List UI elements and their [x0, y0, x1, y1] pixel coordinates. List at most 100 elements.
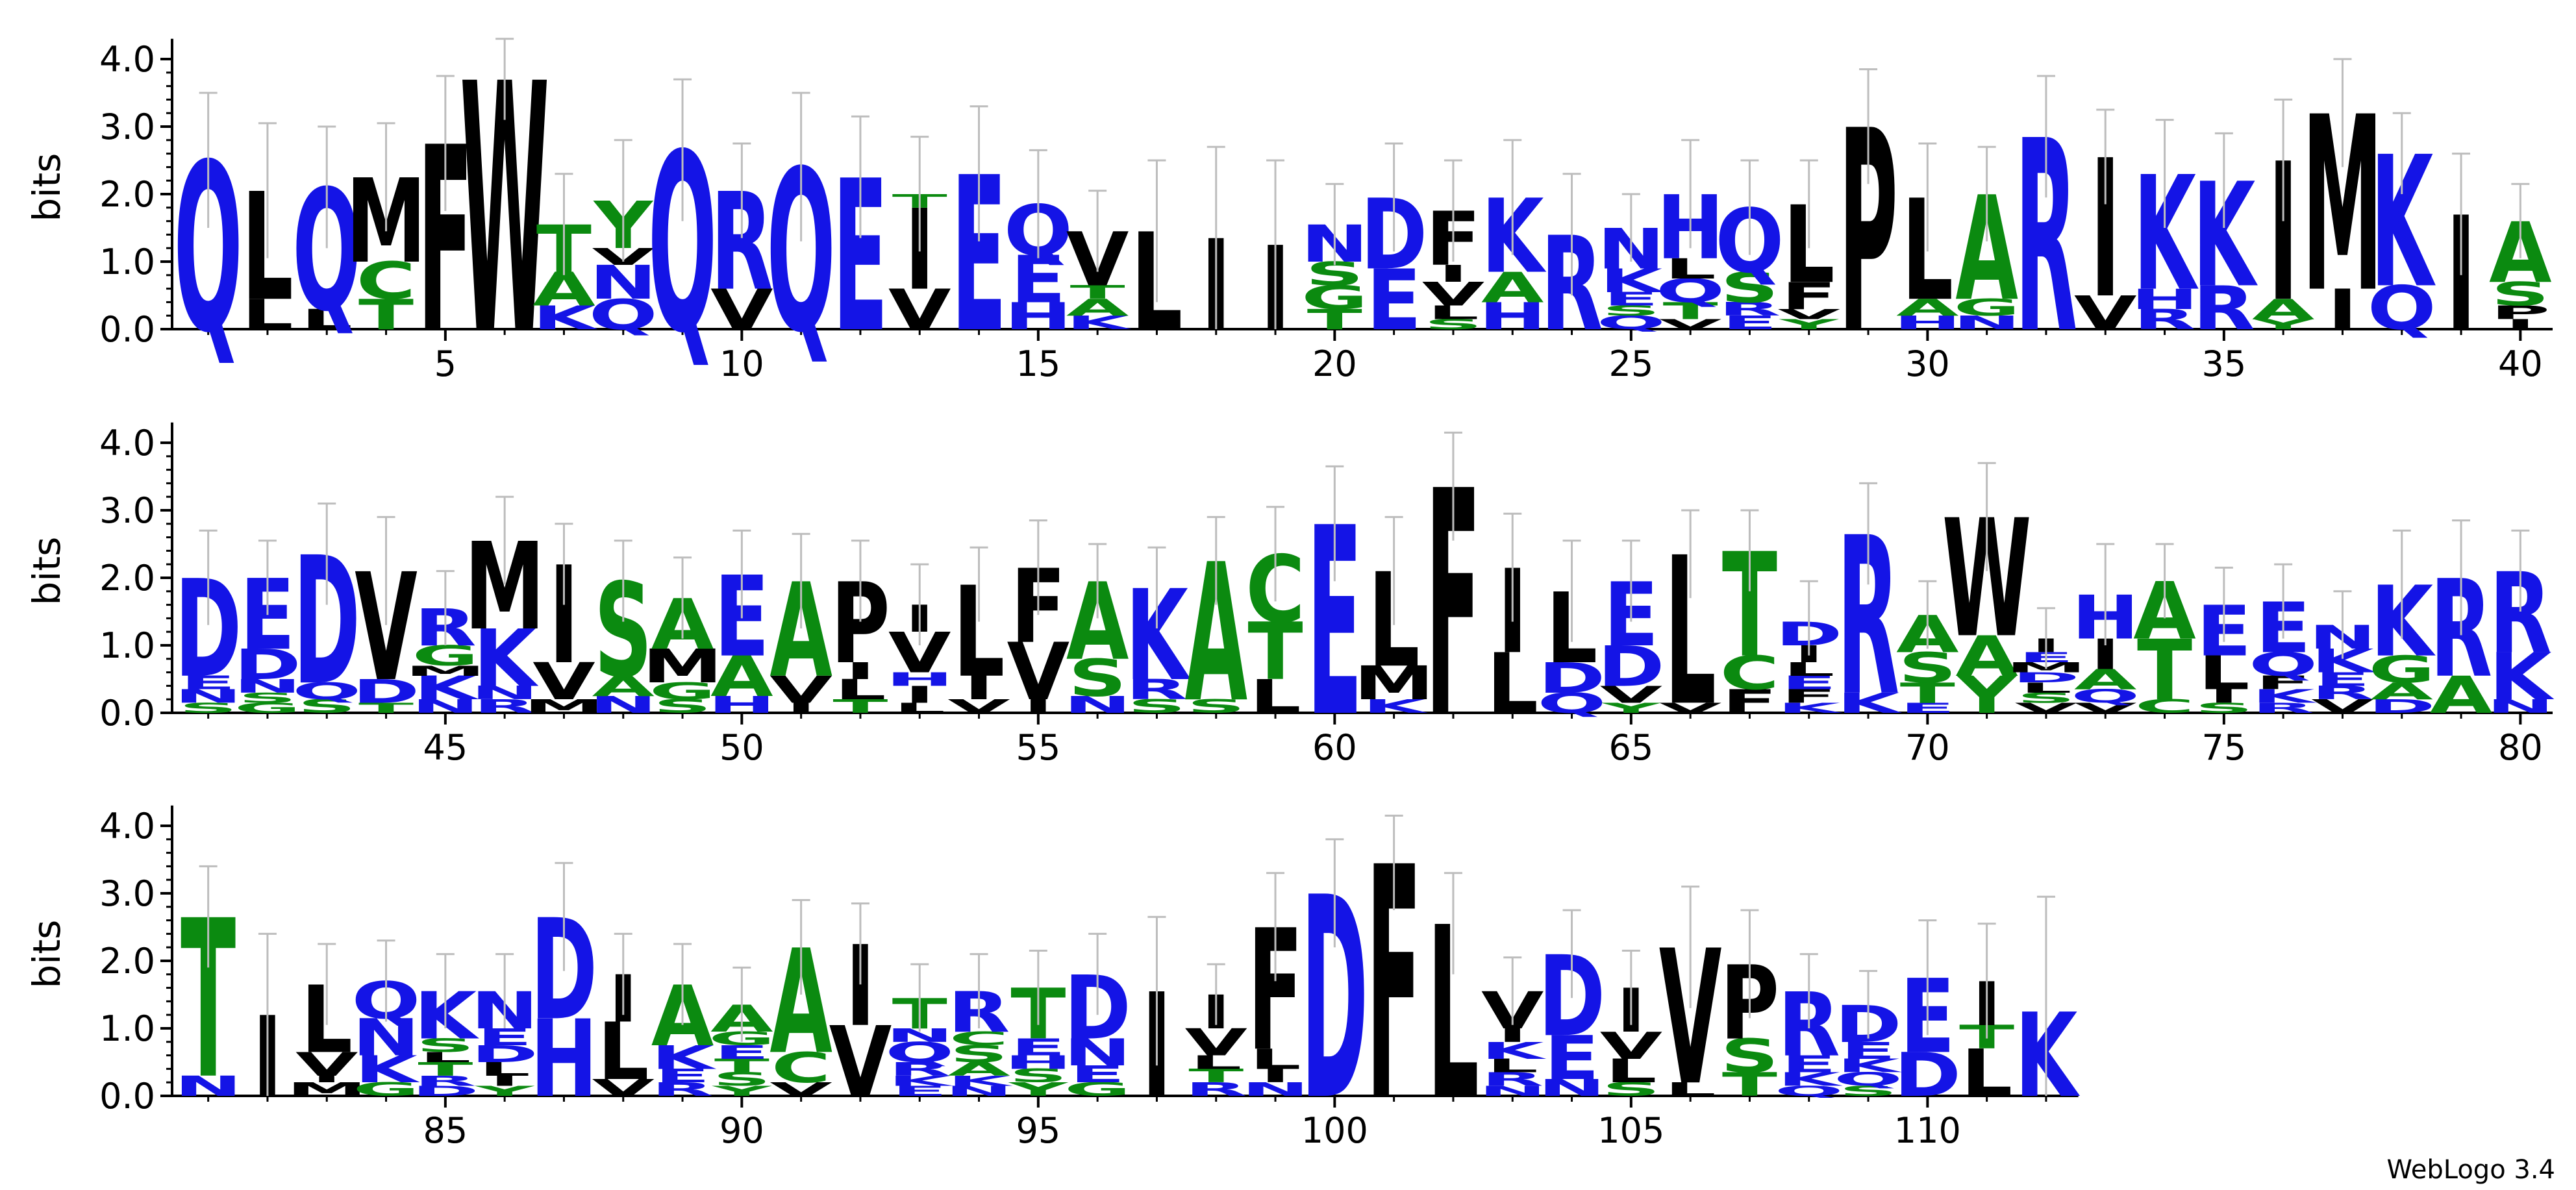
stack-pos-34: RHK [2131, 119, 2199, 336]
residue-P: P [2491, 302, 2550, 323]
residue-Y: Y [1008, 1079, 1069, 1100]
y-tick-label: 3.0 [99, 106, 155, 147]
residue-K: K [1600, 262, 1666, 300]
residue-R: R [1718, 299, 1781, 320]
y-axis-label: bits [25, 920, 69, 989]
residue-R: R [2252, 700, 2314, 716]
residue-L: L [1190, 1052, 1242, 1073]
residue-E: E [1900, 700, 1955, 716]
residue-T: T [1900, 677, 1956, 710]
residue-E: E [2315, 669, 2370, 690]
residue-E: E [1010, 1034, 1066, 1061]
residue-Q: Q [1597, 312, 1666, 334]
stack-pos-10: VR [710, 142, 773, 343]
residue-H: H [1005, 1052, 1072, 1073]
residue-L: L [242, 291, 293, 339]
stack-pos-104: NED [1538, 909, 1606, 1102]
stack-pos-97: I [1142, 915, 1172, 1130]
residue-L: L [1664, 253, 1716, 285]
residue-S: S [1128, 696, 1186, 717]
residue-D: D [353, 673, 420, 711]
residue-R: R [2311, 682, 2373, 704]
residue-I: I [905, 681, 934, 708]
residue-I: I [2209, 686, 2239, 707]
residue-A: A [1066, 294, 1129, 321]
residue-V: V [2311, 696, 2374, 717]
residue-K: K [2252, 686, 2318, 707]
residue-S: S [1898, 644, 1957, 692]
residue-K: K [2133, 143, 2199, 327]
y-tick-label: 0.0 [99, 693, 155, 734]
stack-pos-47: MVI [523, 523, 604, 717]
residue-Q: Q [589, 291, 658, 339]
stack-pos-3: LQ [292, 125, 361, 349]
residue-S: S [1602, 303, 1660, 319]
residue-A: A [2370, 678, 2433, 705]
residue-A: A [1896, 294, 1959, 321]
residue-K: K [947, 1073, 1014, 1089]
residue-I: I [1260, 1065, 1290, 1087]
residue-R: R [651, 1079, 714, 1100]
residue-R: R [2134, 303, 2196, 336]
residue-N: N [1064, 1031, 1131, 1074]
residue-I: I [2327, 279, 2357, 343]
stack-pos-35: RK [2193, 132, 2258, 343]
residue-K: K [888, 1073, 955, 1089]
residue-C: C [356, 251, 416, 311]
x-tick-label: 60 [1312, 727, 1357, 768]
residue-S: S [1721, 264, 1779, 312]
residue-C: C [2135, 696, 2195, 717]
residue-F: F [1722, 683, 1777, 721]
stack-pos-5: F [418, 75, 473, 390]
residue-Q: Q [1775, 1083, 1844, 1099]
residue-M: M [1354, 656, 1434, 710]
residue-N: N [2486, 696, 2554, 717]
residue-I: I [845, 658, 875, 685]
residue-V: V [710, 279, 773, 343]
stack-pos-100: D [1301, 838, 1368, 1162]
residue-K: K [355, 1048, 421, 1091]
residue-Q: Q [885, 1036, 954, 1069]
stack-pos-74: CTA [2133, 543, 2196, 719]
residue-R: R [888, 1059, 951, 1080]
stack-pos-39: I [2446, 153, 2476, 367]
residue-T: T [1248, 606, 1303, 698]
residue-K: K [1777, 1069, 1843, 1090]
residue-T: T [358, 291, 414, 339]
residue-V: V [2074, 700, 2137, 716]
residue-S: S [297, 696, 356, 717]
residue-S: S [1424, 316, 1482, 332]
residue-S: S [238, 690, 297, 706]
residue-V: V [1007, 626, 1070, 718]
residue-G: G [1301, 279, 1368, 317]
residue-V: V [2015, 700, 2078, 716]
stack-pos-19: I [1260, 159, 1290, 357]
residue-A: A [1481, 264, 1544, 312]
stack-pos-61: KML [1354, 515, 1434, 717]
residue-S: S [2195, 700, 2253, 716]
residue-I: I [1438, 260, 1468, 288]
residue-Y: Y [2253, 316, 2314, 332]
residue-D: D [1894, 1040, 1962, 1110]
residue-V: V [295, 1046, 358, 1084]
residue-A: A [2252, 293, 2315, 326]
x-tick-label: 75 [2201, 727, 2246, 768]
stack-pos-6: W [460, 12, 549, 410]
residue-Y: Y [1779, 316, 1839, 332]
stack-pos-59: LTC [1245, 506, 1305, 724]
residue-C: C [771, 1044, 831, 1092]
x-tick-label: 70 [1905, 727, 1950, 768]
stack-pos-82: I [253, 932, 282, 1122]
residue-F: F [2256, 672, 2311, 693]
